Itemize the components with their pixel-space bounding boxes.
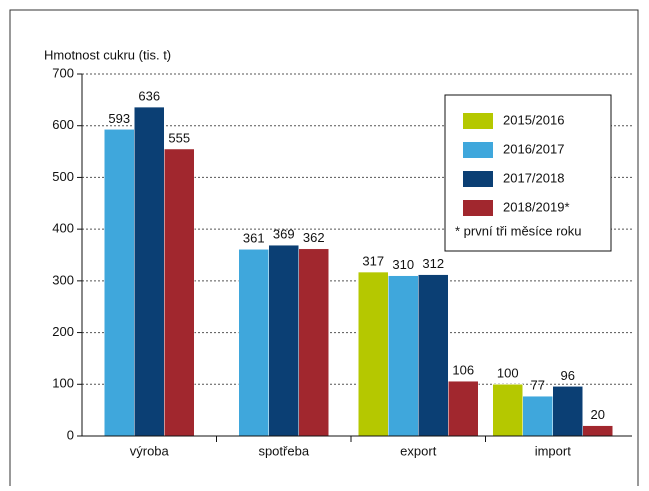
x-tick-label: spotřeba	[258, 443, 309, 458]
data-label: 96	[561, 368, 575, 383]
legend-label: 2016/2017	[503, 141, 564, 156]
data-label: 20	[591, 407, 605, 422]
bar	[418, 274, 449, 437]
bar	[448, 380, 479, 437]
data-label: 106	[452, 363, 474, 378]
bar	[522, 395, 553, 437]
x-tick-label: výroba	[130, 443, 170, 458]
data-label: 310	[392, 257, 414, 272]
note: * první tři měsíce roku	[455, 223, 581, 238]
bar	[298, 248, 329, 437]
y-tick-label: 100	[52, 376, 74, 391]
bar	[238, 249, 269, 437]
y-axis-label: Hmotnost cukru (tis. t)	[44, 47, 171, 62]
bar	[552, 386, 583, 437]
bar	[268, 244, 299, 437]
data-label: 369	[273, 227, 295, 242]
bar	[492, 384, 523, 437]
legend-swatch	[463, 142, 493, 158]
y-tick-label: 500	[52, 169, 74, 184]
y-tick-label: 200	[52, 324, 74, 339]
data-label: 555	[168, 130, 190, 145]
legend-label: 2017/2018	[503, 170, 564, 185]
data-label: 100	[497, 366, 519, 381]
x-tick-label: export	[400, 443, 437, 458]
legend-swatch	[463, 113, 493, 129]
bar	[388, 275, 419, 437]
data-label: 312	[422, 256, 444, 271]
legend-label: 2018/2019*	[503, 199, 570, 214]
y-tick-label: 0	[67, 427, 74, 442]
y-tick-label: 700	[52, 65, 74, 80]
legend-swatch	[463, 171, 493, 187]
y-tick-label: 400	[52, 221, 74, 236]
bar	[582, 425, 613, 437]
data-label: 636	[138, 89, 160, 104]
frame	[9, 9, 639, 486]
data-label: 362	[303, 230, 325, 245]
legend-label: 2015/2016	[503, 112, 564, 127]
y-tick-label: 600	[52, 117, 74, 132]
bar	[134, 106, 165, 437]
data-label: 77	[531, 378, 545, 393]
bar	[164, 148, 195, 437]
y-tick-label: 300	[52, 272, 74, 287]
data-label: 361	[243, 231, 265, 246]
data-label: 317	[362, 254, 384, 269]
bar	[104, 129, 135, 437]
x-tick-label: import	[535, 443, 572, 458]
data-label: 593	[108, 111, 130, 126]
bar	[358, 271, 389, 437]
legend-swatch	[463, 200, 493, 216]
